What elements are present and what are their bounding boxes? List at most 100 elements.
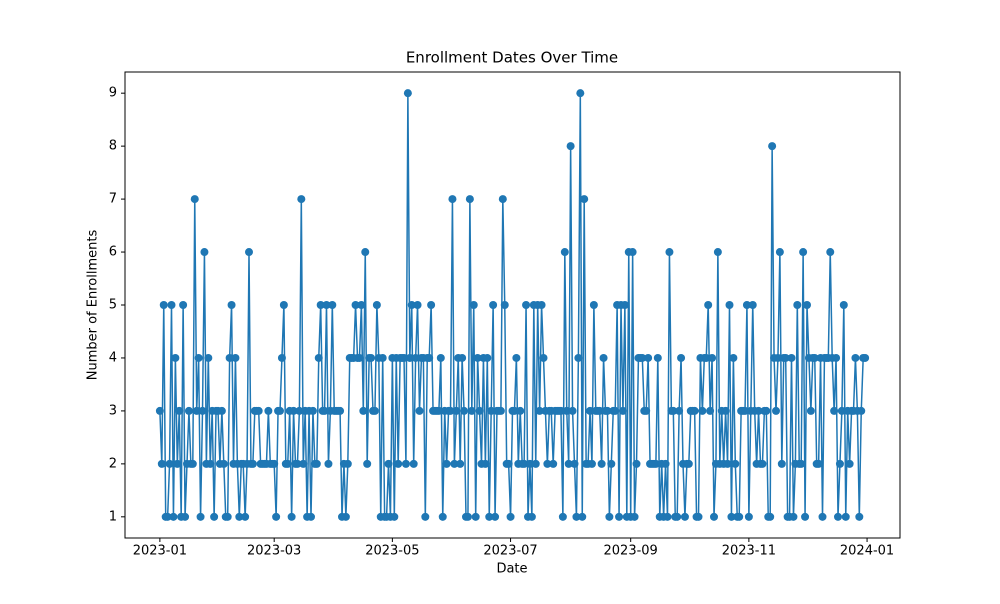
- data-point: [512, 353, 521, 362]
- data-point: [826, 248, 835, 257]
- data-point: [572, 512, 581, 521]
- data-point: [810, 353, 819, 362]
- data-point: [241, 512, 250, 521]
- data-point: [359, 406, 368, 415]
- x-axis-label: Date: [496, 562, 527, 577]
- data-point: [442, 459, 451, 468]
- data-point: [475, 406, 484, 415]
- data-point: [735, 512, 744, 521]
- data-point: [438, 512, 447, 521]
- data-point: [411, 353, 420, 362]
- data-point: [560, 248, 569, 257]
- data-point: [704, 301, 713, 309]
- data-point: [436, 353, 445, 362]
- data-point: [731, 459, 740, 468]
- series-line: [159, 93, 866, 518]
- data-point: [489, 301, 498, 309]
- data-point: [312, 459, 321, 468]
- data-point: [801, 512, 810, 521]
- data-point: [628, 248, 637, 257]
- data-point: [227, 301, 236, 309]
- data-point: [766, 512, 775, 521]
- data-point: [231, 353, 240, 362]
- data-point: [367, 353, 376, 362]
- data-point: [163, 512, 172, 521]
- data-point: [372, 301, 381, 309]
- y-tick-label: 9: [109, 86, 117, 101]
- data-point: [188, 459, 197, 468]
- data-point: [708, 353, 717, 362]
- y-axis-label: Number of Enrollments: [86, 230, 101, 381]
- data-point: [394, 459, 403, 468]
- data-point: [855, 512, 864, 521]
- data-point: [566, 142, 575, 151]
- data-point: [361, 248, 370, 257]
- data-point: [861, 353, 870, 362]
- data-point: [287, 512, 296, 521]
- data-point: [680, 512, 689, 521]
- data-point: [225, 353, 234, 362]
- y-tick-label: 5: [109, 298, 117, 313]
- y-tick-label: 8: [109, 139, 117, 154]
- data-point: [390, 512, 399, 521]
- data-point: [777, 459, 786, 468]
- data-point: [644, 353, 653, 362]
- data-point: [797, 459, 806, 468]
- data-point: [857, 406, 866, 415]
- data-point: [200, 248, 209, 257]
- data-point: [370, 406, 379, 415]
- data-point: [694, 512, 703, 521]
- data-point: [787, 353, 796, 362]
- data-point: [283, 459, 292, 468]
- data-point: [184, 406, 193, 415]
- data-point: [698, 406, 707, 415]
- data-point: [723, 459, 732, 468]
- data-point: [384, 459, 393, 468]
- data-point: [485, 512, 494, 521]
- data-point: [179, 301, 188, 309]
- data-point: [531, 459, 540, 468]
- data-point: [504, 459, 513, 468]
- data-point: [324, 459, 333, 468]
- data-point: [192, 406, 201, 415]
- data-point: [217, 406, 226, 415]
- data-point: [615, 512, 624, 521]
- data-point: [403, 89, 412, 98]
- data-point: [558, 512, 567, 521]
- data-point: [341, 512, 350, 521]
- data-point: [727, 512, 736, 521]
- data-point: [741, 406, 749, 415]
- data-point: [549, 459, 558, 468]
- data-point: [190, 195, 199, 204]
- data-point: [837, 406, 846, 415]
- y-tick-label: 1: [109, 509, 117, 524]
- data-point: [568, 406, 577, 415]
- data-point: [500, 301, 509, 309]
- data-point: [407, 301, 416, 309]
- data-point: [841, 512, 850, 521]
- data-point: [401, 459, 410, 468]
- data-point: [434, 406, 443, 415]
- data-point: [279, 301, 288, 309]
- data-point: [463, 512, 472, 521]
- data-point: [155, 406, 164, 415]
- data-point: [642, 406, 651, 415]
- data-point: [702, 353, 711, 362]
- data-point: [799, 248, 808, 257]
- data-point: [198, 406, 207, 415]
- data-point: [520, 459, 529, 468]
- data-point: [289, 406, 298, 415]
- data-point: [413, 301, 422, 309]
- data-point: [196, 512, 205, 521]
- data-point: [446, 406, 455, 415]
- data-point: [653, 353, 662, 362]
- data-point: [516, 406, 525, 415]
- data-point: [663, 512, 672, 521]
- data-point: [245, 248, 253, 257]
- data-point: [206, 459, 215, 468]
- data-point: [586, 406, 594, 415]
- data-point: [510, 406, 519, 415]
- data-point: [725, 301, 734, 309]
